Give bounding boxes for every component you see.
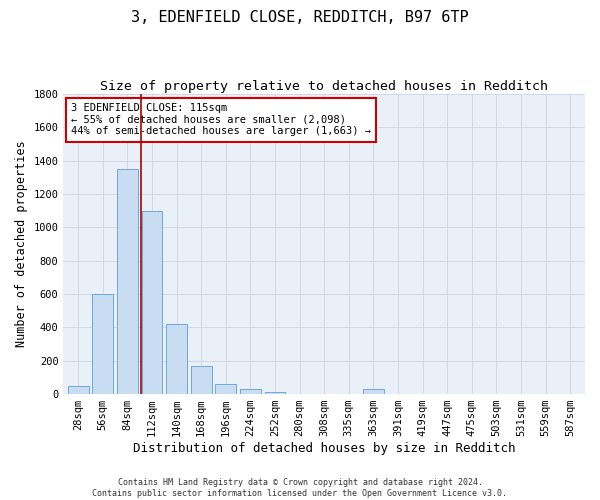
Text: 3, EDENFIELD CLOSE, REDDITCH, B97 6TP: 3, EDENFIELD CLOSE, REDDITCH, B97 6TP xyxy=(131,10,469,25)
Bar xyxy=(117,169,138,394)
Bar xyxy=(191,366,212,394)
Title: Size of property relative to detached houses in Redditch: Size of property relative to detached ho… xyxy=(100,80,548,93)
Bar xyxy=(166,324,187,394)
Bar xyxy=(92,294,113,394)
Bar xyxy=(68,386,89,394)
Y-axis label: Number of detached properties: Number of detached properties xyxy=(15,141,28,348)
Bar xyxy=(142,211,163,394)
Text: 3 EDENFIELD CLOSE: 115sqm
← 55% of detached houses are smaller (2,098)
44% of se: 3 EDENFIELD CLOSE: 115sqm ← 55% of detac… xyxy=(71,103,371,136)
Bar xyxy=(265,392,286,394)
Bar xyxy=(363,389,384,394)
Bar xyxy=(240,389,261,394)
Bar xyxy=(215,384,236,394)
X-axis label: Distribution of detached houses by size in Redditch: Distribution of detached houses by size … xyxy=(133,442,515,455)
Text: Contains HM Land Registry data © Crown copyright and database right 2024.
Contai: Contains HM Land Registry data © Crown c… xyxy=(92,478,508,498)
